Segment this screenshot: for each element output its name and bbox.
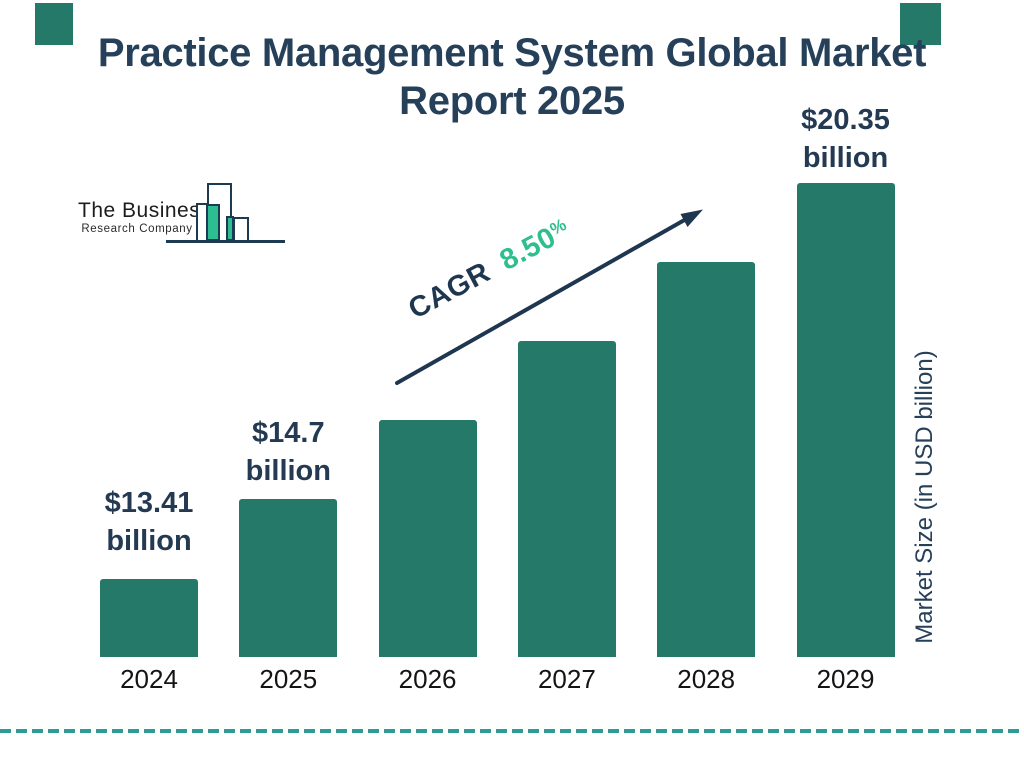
- bar-2024: [100, 579, 198, 657]
- value-label-2025: $14.7 billion: [245, 417, 331, 487]
- bar-2027: [517, 341, 616, 657]
- value-label-2029: $20.35 billion: [801, 104, 890, 174]
- page-title-line1: Practice Management System Global Market: [97, 31, 927, 75]
- corner-decoration-right: [900, 3, 941, 45]
- value-label-2024: $13.41 billion: [104, 487, 194, 557]
- x-tick-2027: 2027: [537, 664, 596, 694]
- logo-baseline: [166, 240, 285, 243]
- bar-2028: [657, 262, 756, 657]
- x-tick-2026: 2026: [398, 664, 457, 694]
- bottom-dashed-divider: [0, 729, 1024, 733]
- corner-decoration-left: [35, 3, 73, 45]
- page-title-line2: Report 2025: [399, 79, 625, 123]
- x-tick-2024: 2024: [120, 664, 178, 694]
- x-tick-2029: 2029: [816, 664, 875, 694]
- x-tick-2028: 2028: [677, 664, 736, 694]
- bar-2029: [796, 183, 895, 657]
- bar-2025: [239, 499, 338, 657]
- bar-2026: [378, 420, 477, 657]
- x-tick-2025: 2025: [259, 664, 318, 694]
- page-title: Practice Management System Global Market…: [0, 29, 1024, 125]
- logo-text-line1: The Business: [78, 199, 212, 222]
- logo-text-line2: Research Company: [81, 223, 193, 235]
- y-axis-label: Market Size (in USD billion): [911, 350, 938, 644]
